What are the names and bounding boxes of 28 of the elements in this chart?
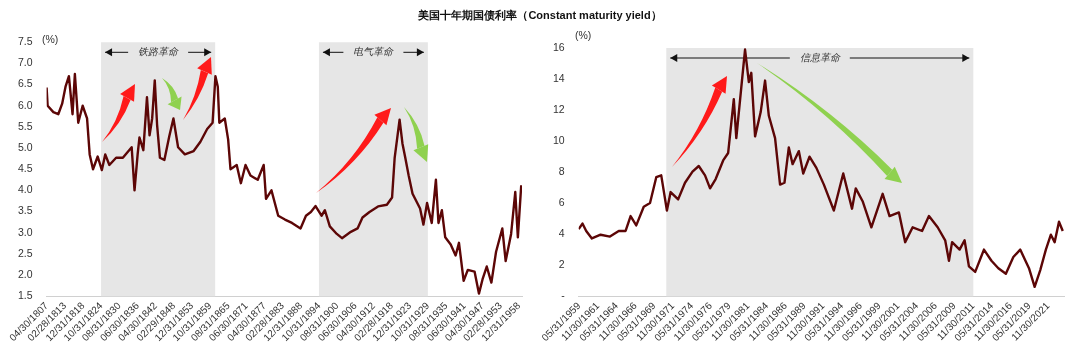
- y-tick-label: 2: [558, 258, 565, 270]
- y-tick-label: 7.0: [17, 56, 33, 69]
- y-tick-label: 6.5: [17, 77, 33, 90]
- y-tick-label: 6: [558, 195, 565, 208]
- y-tick-label: -: [561, 289, 566, 302]
- y-tick-label: 4: [558, 226, 565, 239]
- band-label: 电气革命: [353, 46, 395, 58]
- band-label: 信息革命: [799, 51, 841, 63]
- y-tick-label: 2.0: [17, 267, 33, 280]
- y-tick-label: 8: [558, 164, 565, 177]
- y-tick-label: 16: [552, 40, 565, 53]
- band-label: 铁路革命: [138, 46, 180, 58]
- y-tick-label: 12: [552, 102, 565, 115]
- chart-title: 美国十年期国债利率（Constant maturity yield）: [417, 8, 663, 23]
- y-tick-label: 1.5: [17, 289, 33, 302]
- y-tick-label: 4.0: [17, 183, 33, 196]
- y-tick-label: 6.0: [17, 98, 33, 111]
- y-tick-label: 5.0: [17, 140, 33, 153]
- y-tick-label: 3.5: [17, 204, 33, 217]
- y-tick-label: 5.5: [17, 119, 33, 132]
- y-tick-label: 2.5: [17, 246, 33, 259]
- y-tick-label: 7.5: [17, 35, 33, 48]
- y-axis-title: (%): [42, 33, 59, 45]
- y-axis-title: (%): [575, 29, 592, 41]
- y-tick-label: 3.0: [17, 225, 33, 238]
- y-tick-label: 4.5: [17, 162, 33, 175]
- y-tick-label: 10: [552, 133, 565, 146]
- y-tick-label: 14: [552, 71, 565, 84]
